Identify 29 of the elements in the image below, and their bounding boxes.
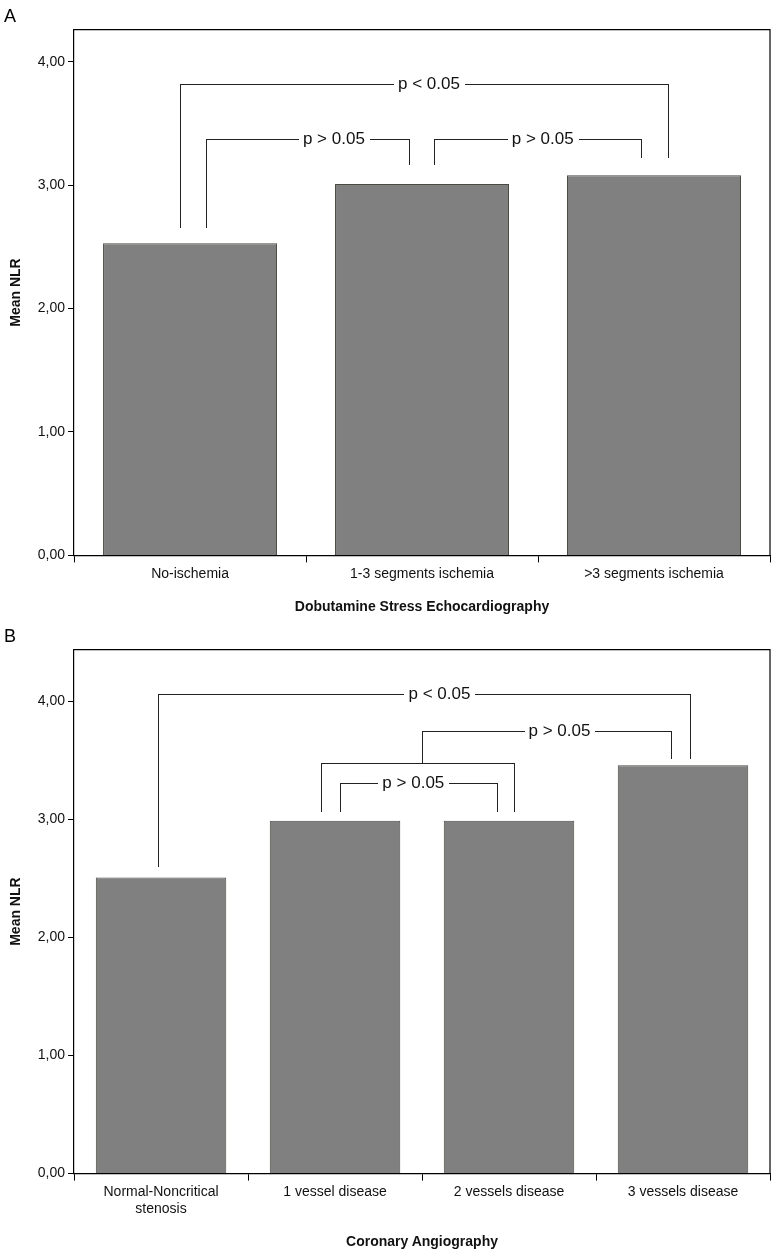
y-tick-label: 1,00 (37, 422, 66, 439)
annotation: p < 0.05 (398, 73, 460, 93)
chart-title: B (4, 625, 17, 646)
y-axis-title: Mean NLR (7, 258, 24, 327)
y-tick-label: 3,00 (37, 175, 66, 192)
annotation: p > 0.05 (302, 129, 365, 149)
x-tick-label: >3 segments ischemia (584, 564, 725, 581)
y-tick-label: 0,00 (37, 546, 66, 563)
y-tick-label: 4,00 (37, 52, 66, 69)
y-tick-label: 0,00 (37, 1164, 66, 1181)
annotation: p < 0.05 (408, 684, 471, 704)
x-axis-title: Dobutamine Stress Echocardiography (294, 598, 550, 615)
x-axis-title: Coronary Angiography (346, 1233, 499, 1250)
annotation: p > 0.05 (528, 720, 591, 740)
y-tick-label: 2,00 (37, 928, 66, 945)
annotation: p > 0.05 (382, 772, 445, 792)
y-tick-label: 1,00 (37, 1046, 66, 1063)
chart-title: A (4, 5, 17, 26)
annotation: p > 0.05 (511, 129, 574, 149)
x-tick-label: Normal-Noncritical stenosis (103, 1182, 219, 1216)
x-tick-label: No-ischemia (151, 564, 230, 581)
x-tick-label: 3 vessels disease (627, 1182, 739, 1199)
x-tick-label: 1-3 segments ischemia (350, 564, 495, 581)
x-tick-label: 1 vessel disease (283, 1182, 387, 1199)
y-axis-title: Mean NLR (7, 877, 24, 946)
x-tick-label: 2 vessels disease (453, 1182, 565, 1199)
y-tick-label: 3,00 (37, 810, 66, 827)
y-tick-label: 2,00 (37, 299, 66, 316)
y-tick-label: 4,00 (37, 692, 66, 709)
